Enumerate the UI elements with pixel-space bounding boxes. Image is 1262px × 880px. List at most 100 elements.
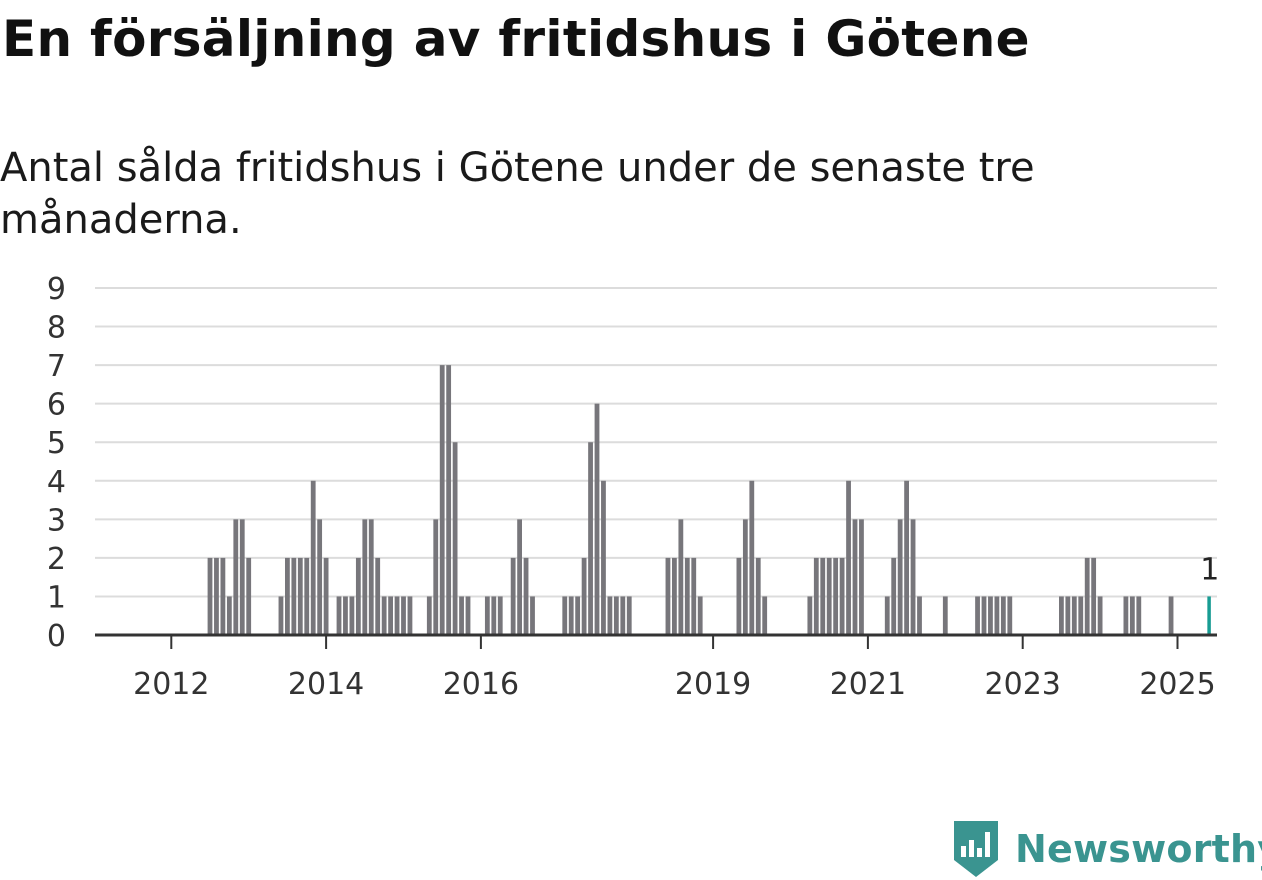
data-labels: 1 (1200, 552, 1219, 587)
bar (678, 519, 684, 635)
bar (214, 557, 219, 635)
bar (755, 557, 761, 635)
bar (910, 519, 916, 635)
chart-subtitle: Antal sålda fritidshus i Götene under de… (0, 145, 1035, 243)
bar (975, 596, 980, 635)
bar (601, 480, 606, 635)
bar (394, 596, 400, 635)
bar (736, 557, 742, 635)
bar (833, 557, 839, 635)
bar (1136, 596, 1142, 635)
x-tick-label: 2023 (985, 667, 1061, 702)
y-tick-label: 0 (47, 619, 66, 654)
bar (381, 596, 387, 635)
bar (465, 596, 471, 635)
bar (491, 596, 497, 635)
logo-text: Newsworthy (1015, 827, 1262, 871)
bar (1168, 596, 1174, 635)
bar (1123, 596, 1129, 635)
bar (1000, 596, 1006, 635)
bar (459, 596, 464, 635)
bar (904, 480, 909, 635)
bar (1084, 557, 1090, 635)
bar (807, 596, 813, 635)
bar (1007, 596, 1013, 635)
bar (697, 596, 703, 635)
bar (762, 596, 768, 635)
bar (246, 557, 252, 635)
bar (742, 519, 748, 635)
y-axis-tick-labels: 0 12 34 56 78 9 (47, 272, 66, 654)
bars (207, 365, 1211, 635)
bar (239, 519, 245, 635)
bar (226, 596, 232, 635)
y-tick-label: 8 (47, 311, 66, 346)
bar-highlight (1207, 596, 1211, 635)
bar (1071, 596, 1077, 635)
bar (291, 557, 297, 635)
bar (581, 557, 587, 635)
bar (988, 596, 993, 635)
bar (665, 557, 671, 635)
bar (620, 596, 626, 635)
bar (1059, 596, 1064, 635)
x-tick-label: 2025 (1139, 667, 1215, 702)
bar (1097, 596, 1103, 635)
bar (613, 596, 619, 635)
x-tick-label: 2021 (830, 667, 906, 702)
bar (846, 480, 851, 635)
x-axis-ticks: 2012 2014 2016 2019 2021 2023 2025 (133, 635, 1216, 702)
bar (207, 557, 213, 635)
bar (562, 596, 568, 635)
bar (517, 519, 522, 635)
x-tick-label: 2014 (288, 667, 364, 702)
bar (510, 557, 516, 635)
bar (220, 557, 226, 635)
bar (594, 403, 600, 635)
bar (336, 596, 342, 635)
bar (1129, 596, 1135, 635)
bar (317, 519, 323, 635)
bar (530, 596, 535, 635)
bar (401, 596, 406, 635)
bar (523, 557, 529, 635)
bar (897, 519, 903, 635)
bar (355, 557, 361, 635)
y-tick-label: 4 (47, 465, 66, 500)
bar (626, 596, 632, 635)
bar (278, 596, 284, 635)
bar (233, 519, 239, 635)
bar (820, 557, 826, 635)
y-tick-label: 5 (47, 426, 66, 461)
newsworthy-logo: Newsworthy (951, 818, 1262, 880)
y-tick-label: 6 (47, 388, 66, 423)
bar (304, 557, 310, 635)
bar (813, 557, 819, 635)
bar (607, 596, 613, 635)
x-tick-label: 2012 (133, 667, 209, 702)
y-tick-label: 1 (47, 580, 66, 615)
bar (497, 596, 503, 635)
bar (368, 519, 374, 635)
bar (1065, 596, 1071, 635)
bar (684, 557, 690, 635)
bar (672, 557, 677, 635)
bar (568, 596, 574, 635)
bar (575, 596, 581, 635)
bar (691, 557, 697, 635)
bar (426, 596, 432, 635)
y-tick-label: 7 (47, 349, 66, 384)
bar (981, 596, 987, 635)
bar (446, 365, 452, 635)
bar (285, 557, 290, 635)
bar (859, 519, 864, 635)
bar (343, 596, 348, 635)
bar (942, 596, 948, 635)
bar (484, 596, 490, 635)
page-title: En försäljning av fritidshus i Götene (2, 10, 1030, 68)
y-tick-label: 2 (47, 542, 66, 577)
bar (388, 596, 393, 635)
bar (362, 519, 368, 635)
bar (826, 557, 832, 635)
